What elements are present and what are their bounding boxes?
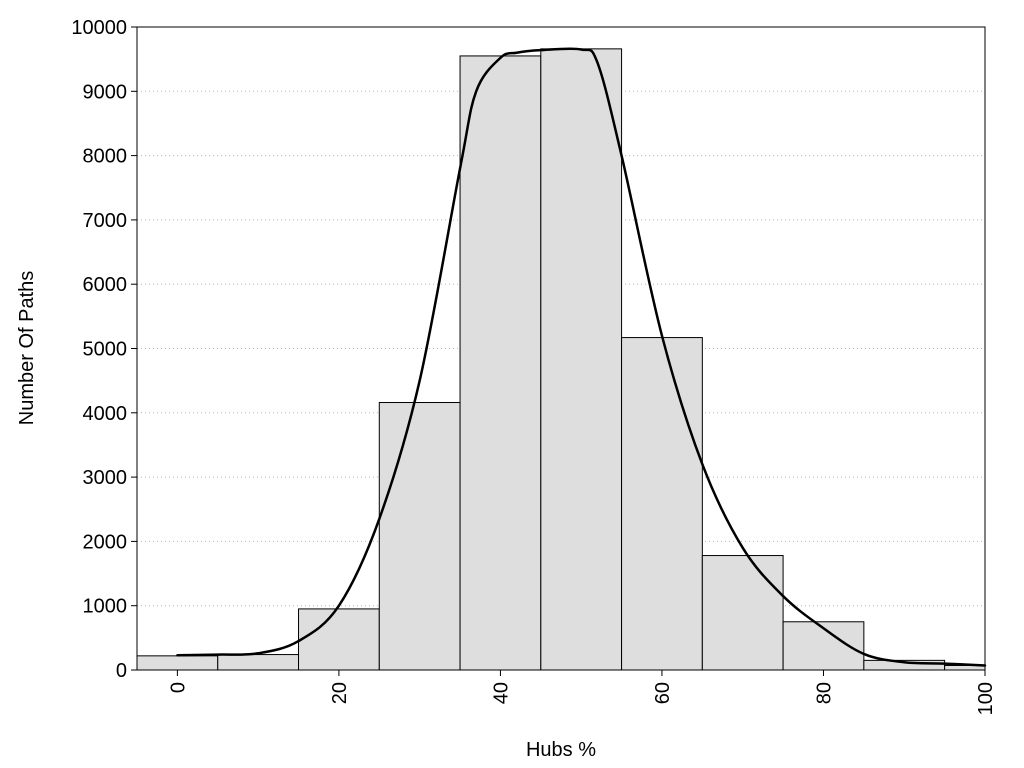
x-tick-label: 60 xyxy=(652,682,674,704)
x-tick-label: 0 xyxy=(167,682,189,693)
histogram-bar xyxy=(459,55,542,671)
density-curve xyxy=(176,47,987,667)
histogram-bar xyxy=(217,654,300,671)
x-tick-label: 100 xyxy=(975,682,997,715)
histogram-bar xyxy=(136,655,219,671)
y-tick-label: 8000 xyxy=(83,146,128,168)
x-tick-label: 20 xyxy=(329,682,351,704)
y-axis-title: Number Of Paths xyxy=(16,271,38,426)
density-curve-line xyxy=(176,47,987,667)
y-tick-label: 4000 xyxy=(83,403,128,425)
y-tick-label: 10000 xyxy=(71,17,127,39)
histogram-bar xyxy=(621,337,703,671)
axis-ticks: 0100020003000400050006000700080009000100… xyxy=(71,17,997,715)
y-tick-label: 3000 xyxy=(83,467,128,489)
histogram-bar xyxy=(540,48,623,671)
y-tick-label: 2000 xyxy=(83,531,128,553)
y-tick-label: 0 xyxy=(116,660,127,682)
histogram-bar xyxy=(298,608,380,671)
y-tick-label: 6000 xyxy=(83,274,128,296)
histogram-bar xyxy=(701,555,784,671)
y-tick-label: 7000 xyxy=(83,210,128,232)
x-tick-label: 80 xyxy=(813,682,835,704)
x-tick-label: 40 xyxy=(490,682,512,704)
histogram-bar xyxy=(378,402,461,671)
y-tick-label: 5000 xyxy=(83,339,128,361)
histogram-bars xyxy=(136,48,986,671)
y-tick-label: 9000 xyxy=(83,81,128,103)
x-axis-title: Hubs % xyxy=(526,739,596,761)
y-tick-label: 1000 xyxy=(83,596,128,618)
